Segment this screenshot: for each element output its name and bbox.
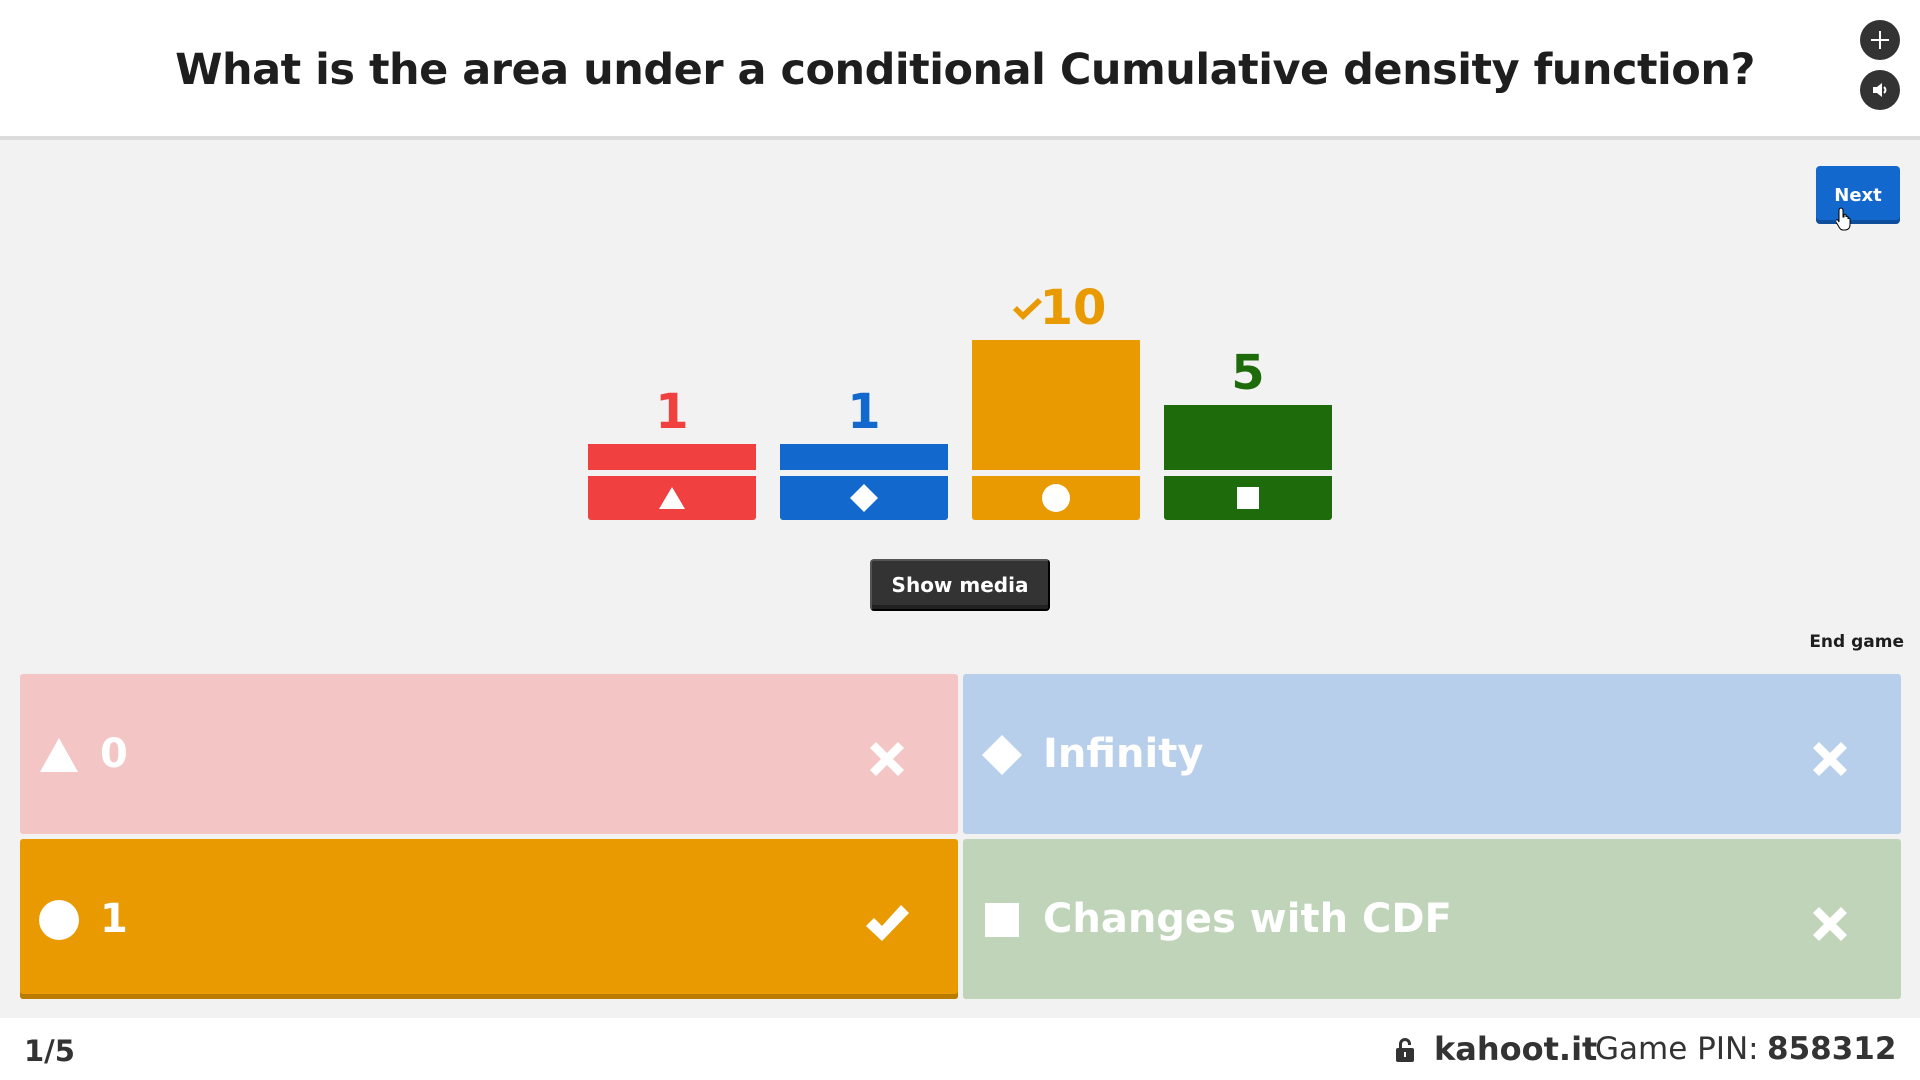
square-icon (985, 903, 1019, 937)
square-icon (1237, 487, 1259, 509)
hand-cursor-icon (1836, 207, 1851, 231)
diamond-icon (850, 484, 878, 512)
game-pin-label: Game PIN: (1595, 1031, 1759, 1067)
lock-icon (1396, 1038, 1414, 1062)
answer-label: 1 (100, 896, 128, 942)
sound-icon (1873, 83, 1887, 97)
results-chart: 1 1 10 5 (588, 260, 1332, 520)
diamond-icon (982, 735, 1022, 775)
site-name: kahoot.it (1434, 1030, 1598, 1068)
triangle-icon (659, 487, 685, 509)
footer-bar (0, 1018, 1920, 1080)
show-media-button[interactable]: Show media (870, 559, 1050, 611)
answer-label: Infinity (1043, 731, 1204, 777)
question-header (0, 0, 1920, 140)
result-bar-circle (972, 340, 1140, 470)
next-button[interactable]: Next (1816, 166, 1900, 224)
game-pin-value: 858312 (1767, 1031, 1897, 1067)
result-bar-triangle (588, 444, 756, 470)
result-bar-square (1164, 405, 1332, 470)
circle-icon (1042, 484, 1070, 512)
answer-option-diamond: Infinity (963, 674, 1901, 834)
incorrect-cross-icon (1813, 742, 1847, 776)
fullscreen-icon (1871, 31, 1889, 49)
correct-check-icon (866, 905, 909, 941)
answer-label: 0 (100, 731, 128, 777)
circle-icon (39, 900, 79, 940)
result-count-label: 1 (655, 384, 689, 440)
end-game-link[interactable]: End game (1809, 632, 1904, 652)
result-base-triangle (588, 476, 756, 520)
answer-label: Changes with CDF (1043, 896, 1452, 942)
result-count-label: 10 (1039, 280, 1107, 336)
answer-option-square: Changes with CDF (963, 839, 1901, 999)
fullscreen-button[interactable] (1860, 20, 1900, 60)
incorrect-cross-icon (1813, 907, 1847, 941)
correct-check-icon (1013, 298, 1042, 320)
question-progress: 1/5 (24, 1034, 75, 1068)
result-base-diamond (780, 476, 948, 520)
result-bar-diamond (780, 444, 948, 470)
result-base-circle (972, 476, 1140, 520)
incorrect-cross-icon (870, 742, 904, 776)
question-title: What is the area under a conditional Cum… (175, 45, 1755, 95)
result-base-square (1164, 476, 1332, 520)
answer-option-circle: 1 (20, 839, 958, 999)
result-count-label: 1 (847, 384, 881, 440)
result-count-label: 5 (1231, 345, 1265, 401)
triangle-icon (40, 738, 78, 772)
sound-button[interactable] (1860, 70, 1900, 110)
answer-option-triangle: 0 (20, 674, 958, 834)
